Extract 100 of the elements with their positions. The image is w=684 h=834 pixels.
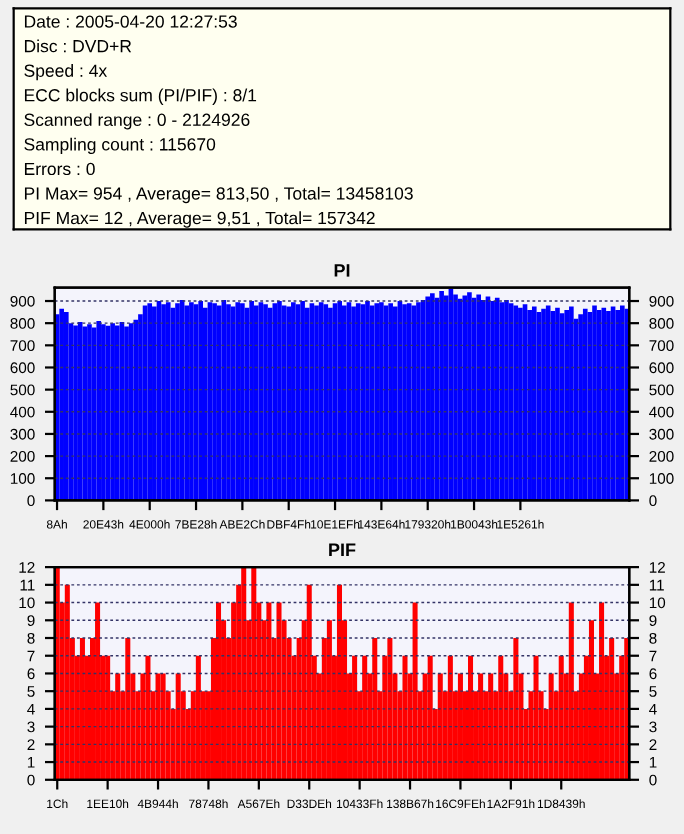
bar [87, 324, 92, 501]
bar [155, 673, 161, 780]
bar [276, 602, 282, 780]
bar [125, 638, 131, 780]
bar [406, 303, 412, 501]
bar [161, 304, 166, 501]
bar [518, 307, 523, 501]
bar [101, 324, 106, 501]
bar [253, 305, 259, 501]
bar [592, 305, 597, 501]
bar [73, 325, 78, 501]
bar [504, 299, 509, 501]
bar [175, 303, 180, 501]
bar [615, 309, 621, 501]
bar [291, 302, 296, 501]
bar [533, 655, 539, 780]
bar [606, 310, 611, 501]
bar [427, 655, 433, 780]
bar [212, 303, 217, 501]
bar [249, 301, 254, 501]
bar [548, 673, 554, 780]
bar [490, 301, 495, 501]
bar [77, 322, 83, 501]
bar [152, 306, 157, 501]
bar [277, 301, 282, 501]
bar [165, 302, 171, 501]
bar [416, 302, 421, 501]
bar [467, 292, 472, 501]
bar [588, 620, 594, 780]
bar [105, 655, 111, 780]
bar [352, 655, 358, 780]
bar [609, 638, 615, 780]
bar [447, 655, 453, 780]
bar [337, 301, 342, 501]
bar [96, 320, 102, 501]
bar [379, 302, 384, 501]
bar [202, 307, 208, 501]
bar [387, 638, 393, 780]
bar [351, 306, 356, 501]
bar [412, 602, 418, 780]
bar [63, 312, 69, 501]
bar [286, 306, 292, 501]
bar [59, 308, 64, 501]
bar [306, 584, 312, 780]
bar [392, 306, 398, 501]
bar [582, 308, 588, 501]
text: Errors : 0 [24, 162, 95, 176]
bar [216, 305, 222, 501]
bar [372, 638, 378, 780]
bar [545, 305, 551, 501]
bar [430, 293, 435, 501]
text: Scanned range : 0 - 2124926 [24, 113, 250, 130]
text: Date : 2005-04-20 12:27:53 [24, 15, 237, 28]
bar [241, 567, 247, 780]
bar [462, 295, 468, 501]
bar [437, 673, 443, 780]
bar [453, 294, 458, 501]
bar [184, 305, 190, 501]
bar [531, 306, 537, 501]
bar [402, 304, 407, 501]
chart-title: PI [334, 264, 350, 277]
bar [240, 303, 245, 501]
bar [443, 295, 449, 501]
bar [160, 673, 166, 780]
bar [476, 294, 482, 501]
bar [601, 307, 607, 501]
bar [226, 304, 231, 501]
bar [195, 655, 201, 780]
bar [147, 303, 153, 501]
bar [402, 655, 408, 780]
bar [439, 291, 444, 501]
bar [216, 602, 222, 780]
bar [365, 301, 370, 501]
bar [326, 620, 332, 780]
bar [64, 584, 70, 780]
bar [457, 673, 463, 780]
bar [300, 301, 305, 501]
text: PI Max= 954 , Average= 813,50 , Total= 13458103 [24, 186, 413, 204]
bar [468, 655, 474, 780]
bar [374, 303, 380, 501]
bar [175, 673, 181, 780]
bar [95, 602, 101, 780]
bar [263, 304, 268, 501]
bar [362, 655, 368, 780]
bar [342, 305, 347, 501]
bar [578, 314, 583, 501]
bar [568, 602, 574, 780]
bar [498, 655, 504, 780]
text: PIF Max= 12 , Average= 9,51 , Total= 157342 [24, 211, 375, 228]
bar [481, 299, 486, 501]
bar [336, 584, 342, 780]
bar [314, 305, 319, 501]
bar [564, 309, 570, 501]
bar [145, 655, 151, 780]
bar [488, 673, 494, 780]
bar [323, 304, 329, 501]
text: Sampling count : 115670 [24, 137, 216, 155]
bar [527, 309, 532, 501]
bar [198, 301, 203, 501]
bar [513, 305, 519, 501]
